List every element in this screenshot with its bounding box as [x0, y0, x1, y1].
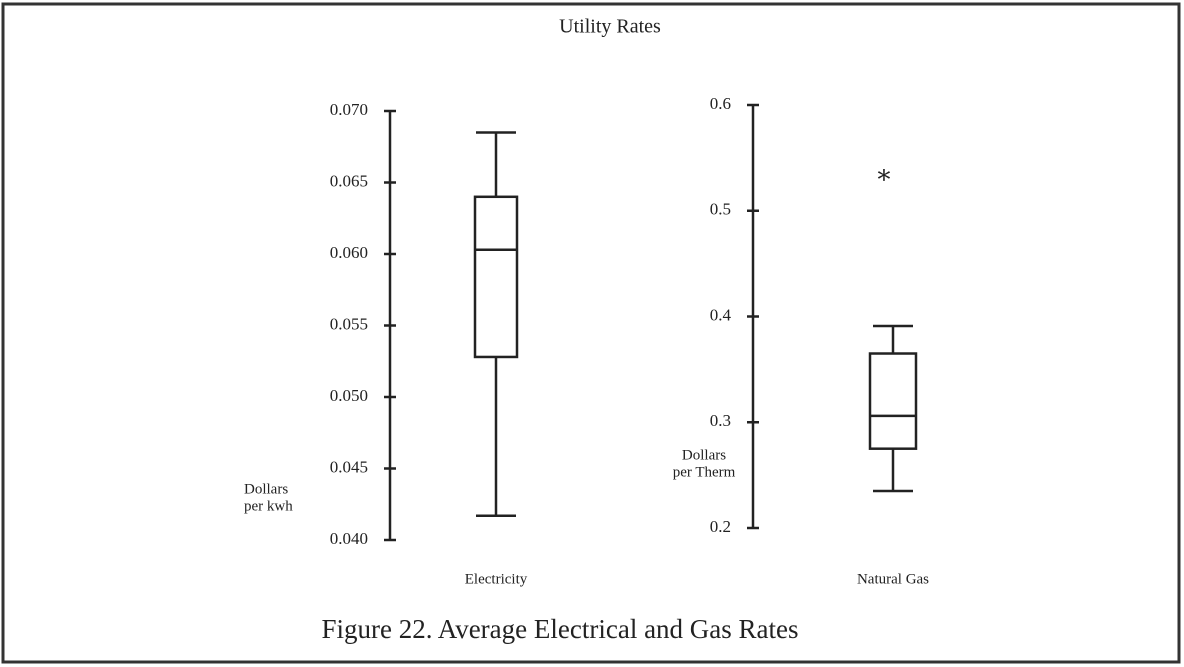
y-axis-label: per Therm: [673, 464, 736, 480]
y-tick-label: 0.040: [330, 529, 368, 548]
y-tick-label: 0.065: [330, 171, 368, 190]
y-tick-label: 0.060: [330, 243, 368, 262]
y-tick-label: 0.055: [330, 314, 368, 333]
y-tick-label: 0.070: [330, 100, 368, 119]
caption: Figure 22. Average Electrical and Gas Ra…: [321, 614, 798, 644]
y-tick-label: 0.5: [710, 200, 731, 219]
y-tick-label: 0.045: [330, 457, 368, 476]
chart-title: Utility Rates: [559, 16, 661, 38]
y-tick-label: 0.3: [710, 411, 731, 430]
outlier: ∗: [875, 160, 893, 189]
y-axis-label: per kwh: [244, 498, 293, 514]
y-axis-label: Dollars: [244, 481, 288, 497]
x-tick-label: Natural Gas: [857, 571, 929, 587]
y-tick-label: 0.6: [710, 94, 731, 113]
box: [868, 352, 918, 450]
y-tick-label: 0.4: [710, 305, 732, 324]
y-axis-label: Dollars: [682, 447, 726, 463]
box: [473, 195, 519, 359]
y-tick-label: 0.2: [710, 517, 731, 536]
x-tick-label: Electricity: [465, 571, 528, 587]
y-tick-label: 0.050: [330, 386, 368, 405]
